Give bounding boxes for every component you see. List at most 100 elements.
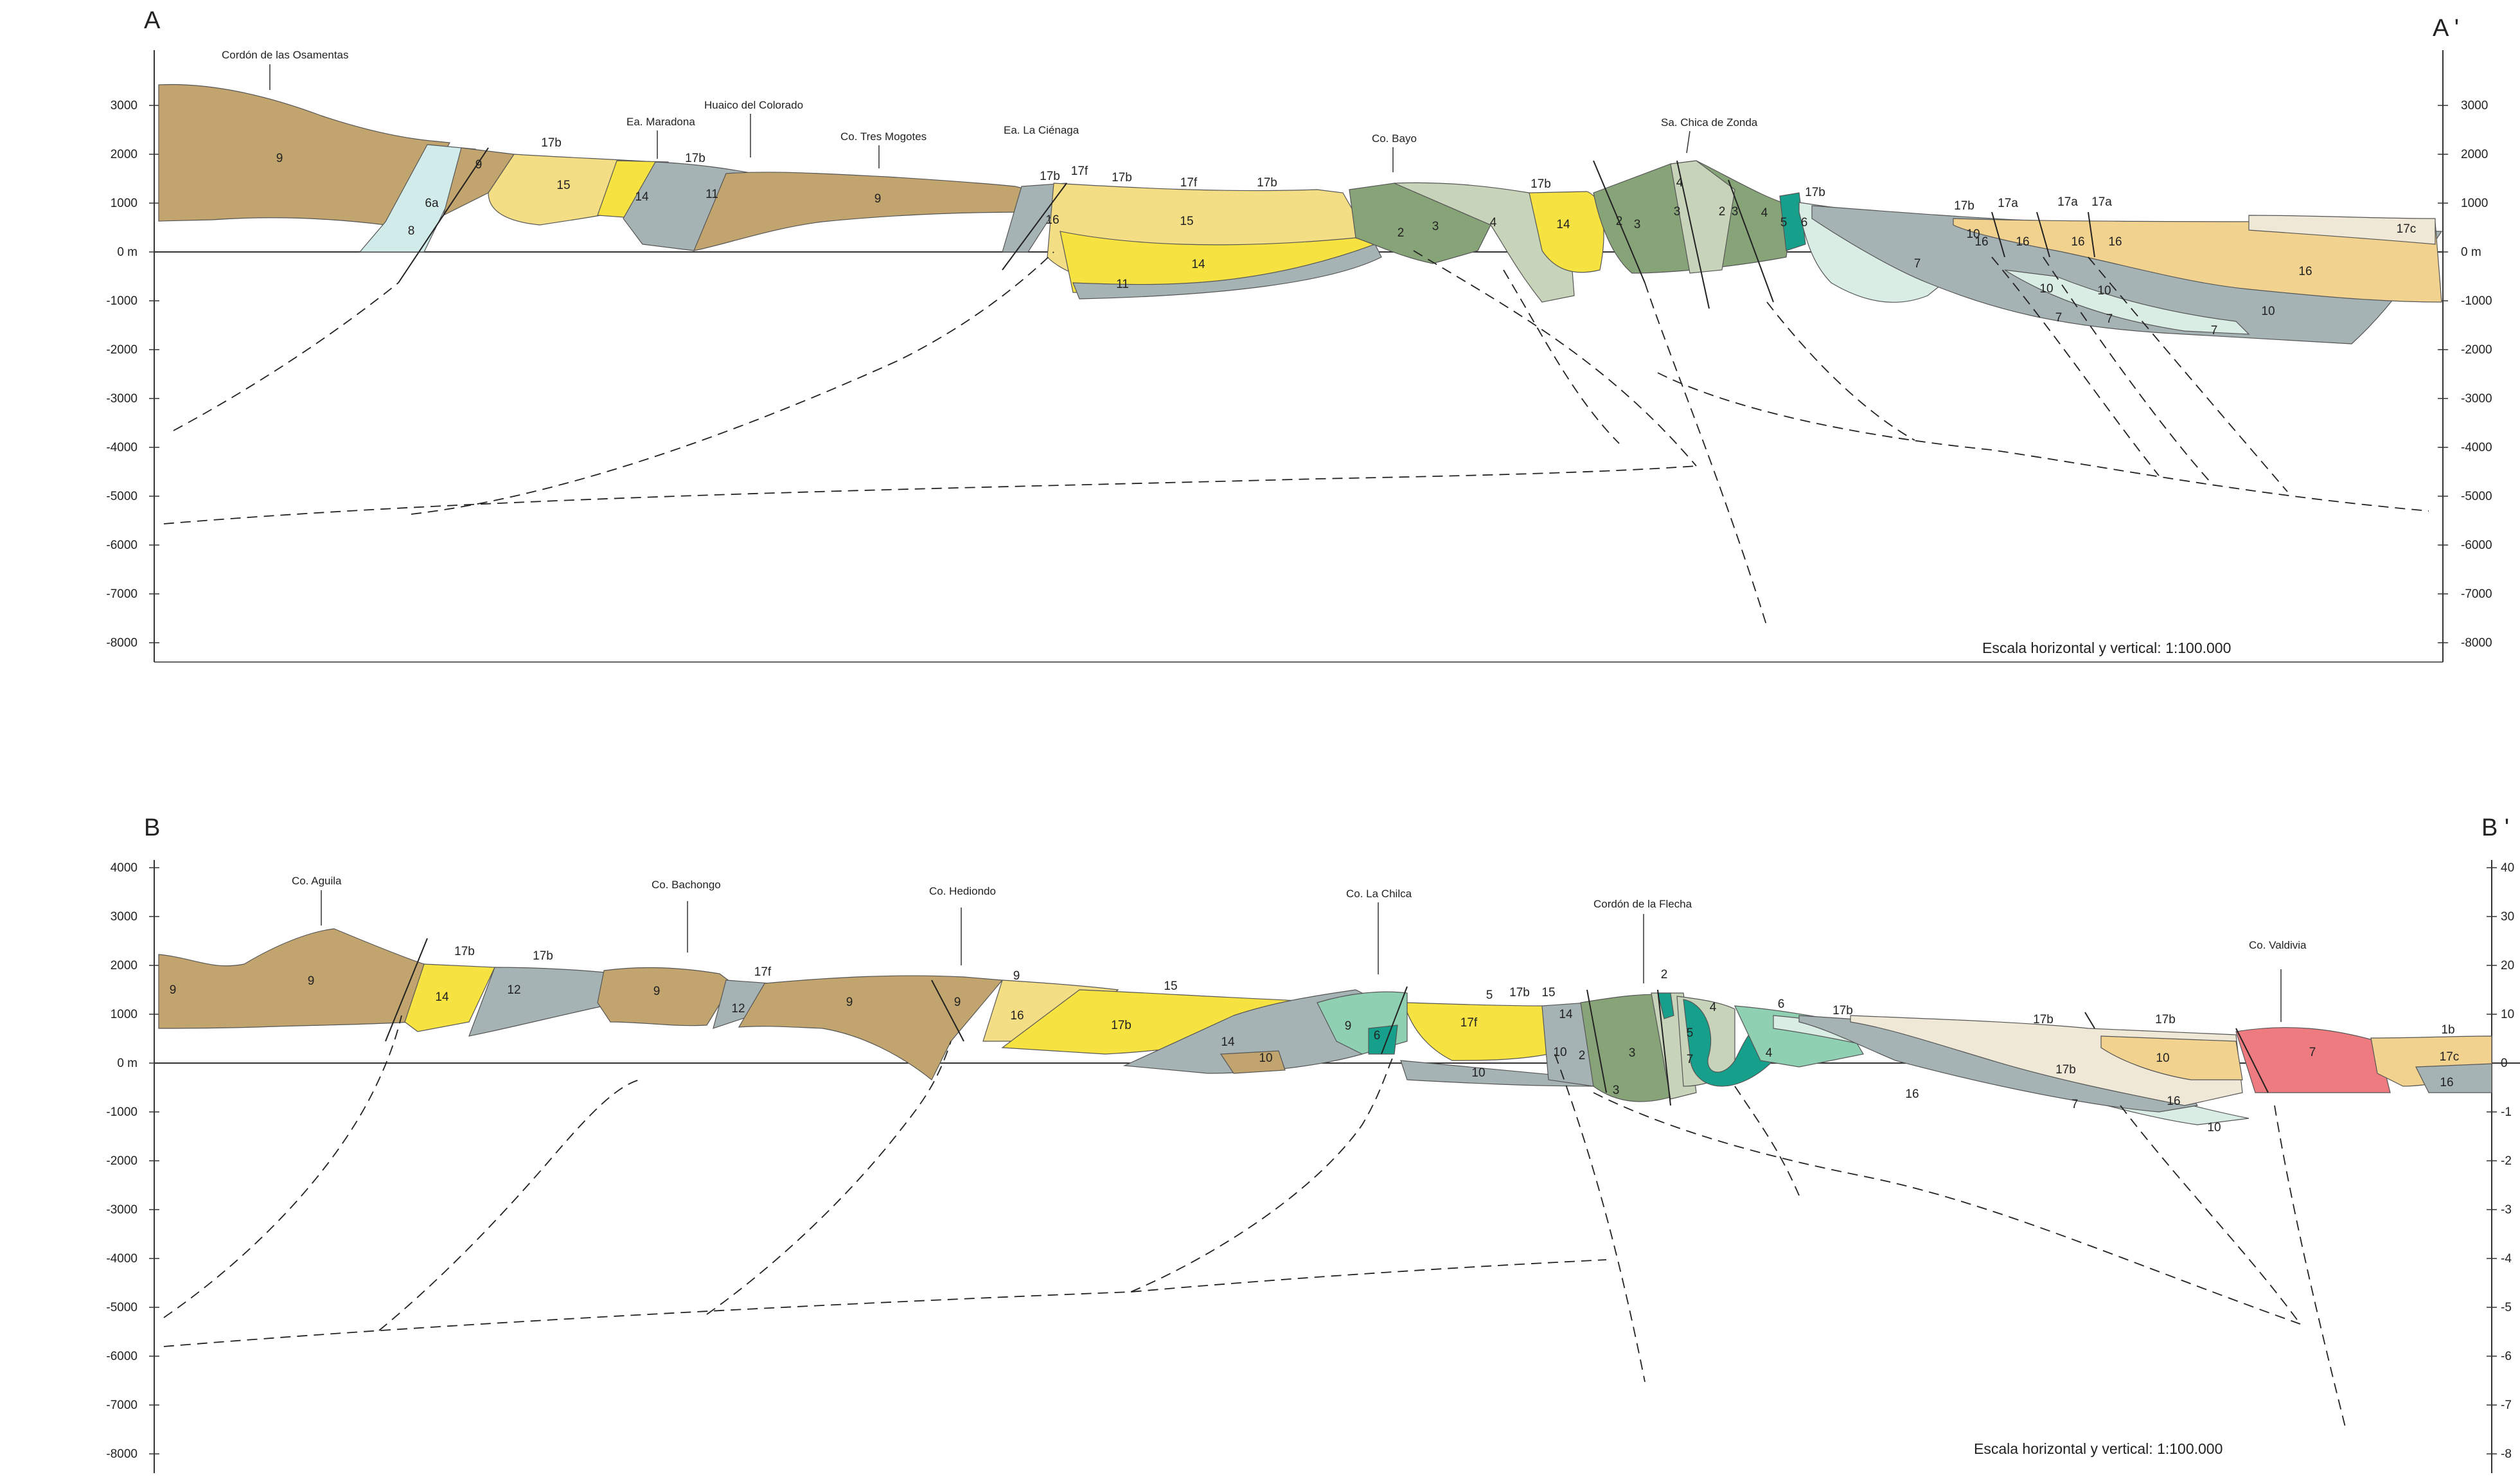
- fault-b9: [2274, 1105, 2346, 1428]
- section-b-left-tick-label: 0 m: [117, 1057, 138, 1070]
- unit-label: 16: [1905, 1088, 1919, 1101]
- unit-label: 2: [1616, 215, 1623, 228]
- section-b-right-tick-label: -2: [2501, 1154, 2512, 1168]
- unit-label: 9: [846, 996, 853, 1009]
- section-a-scale-note: Escala horizontal y vertical: 1:100.000: [1982, 640, 2231, 656]
- unit-label: 16: [2071, 235, 2084, 249]
- unit-label: 10: [2261, 305, 2275, 318]
- unit-label: 17b: [1832, 1004, 1853, 1017]
- unit-label: 14: [635, 190, 649, 204]
- unit-2-3-bayo: [1349, 183, 1491, 264]
- fault-b2: [378, 1079, 640, 1331]
- unit-label: 7: [1687, 1053, 1694, 1066]
- unit-label: 16: [1974, 235, 1988, 249]
- fault-b7: [1734, 1086, 1800, 1196]
- section-a-left-tick-label: -6000: [106, 539, 138, 552]
- unit-label: 7: [2309, 1046, 2316, 1059]
- unit-label: 15: [1164, 980, 1177, 993]
- unit-label: 11: [705, 188, 718, 201]
- unit-label: 10: [2156, 1052, 2169, 1065]
- unit-label: 10: [1553, 1046, 1566, 1059]
- unit-label: 17c: [2440, 1050, 2460, 1064]
- unit-label: 2: [1398, 226, 1405, 240]
- section-b-right-tick-label: -7: [2501, 1399, 2512, 1412]
- unit-label: 15: [556, 179, 570, 192]
- unit-label: 17f: [754, 965, 772, 979]
- unit-label: 15: [1180, 215, 1193, 228]
- unit-label: 17a: [1998, 197, 2018, 210]
- unit-label: 9: [653, 985, 661, 998]
- place-huaico-colorado: Huaico del Colorado: [704, 99, 803, 111]
- unit-label: 14: [1221, 1035, 1235, 1049]
- section-b-right-tick-label: 0: [2501, 1057, 2508, 1070]
- unit-label: 17f: [1071, 165, 1088, 178]
- section-a-left-tick-label: 0 m: [117, 246, 138, 259]
- section-a-left-tick-label: 2000: [111, 148, 138, 161]
- unit-label: 6: [1801, 216, 1808, 229]
- unit-label: 16: [2016, 235, 2029, 249]
- fault-b3: [706, 1041, 952, 1315]
- unit-label: 6: [1374, 1029, 1381, 1043]
- unit-16-tan-east: [1953, 218, 2442, 303]
- section-a-faults: [163, 250, 2429, 627]
- unit-label: 3: [1613, 1084, 1620, 1097]
- unit-label: 17b: [541, 136, 562, 150]
- unit-label: 2: [1579, 1049, 1586, 1062]
- unit-5-flecha: [1657, 992, 1674, 1019]
- unit-16-tan-b: [2100, 1035, 2243, 1080]
- section-b-left-tick-label: -2000: [106, 1154, 138, 1168]
- unit-label: 17b: [2055, 1063, 2076, 1077]
- unit-label: 8: [408, 224, 415, 238]
- unit-label: 17b: [1954, 199, 1974, 213]
- place-co-aguila: Co. Aguila: [292, 875, 342, 887]
- section-b-right-tick-label: 20: [2501, 959, 2514, 972]
- place-co-la-chilca: Co. La Chilca: [1346, 888, 1412, 900]
- section-b-end-label: B ': [2481, 814, 2509, 841]
- unit-label: 17b: [1111, 1019, 1131, 1032]
- unit-label: 10: [2097, 284, 2111, 298]
- section-b-left-tick-label: -3000: [106, 1203, 138, 1217]
- section-b-right-tick-label: 10: [2501, 1008, 2514, 1021]
- unit-label: 17b: [454, 945, 475, 958]
- section-b-left-tick-label: 1000: [111, 1008, 138, 1021]
- section-b-faults: [163, 1015, 2346, 1428]
- section-b-place-names: Co. Aguila Co. Bachongo Co. Hediondo Co.…: [292, 875, 2307, 1022]
- detachment-b: [163, 1259, 1607, 1347]
- unit-label: 17a: [2057, 195, 2078, 209]
- unit-4-zonda: [1670, 160, 1735, 274]
- fault-a4: [1503, 269, 1620, 444]
- unit-label: 1b: [2441, 1023, 2454, 1037]
- section-b-left-tick-label: 4000: [111, 861, 138, 875]
- section-a-end-label: A ': [2433, 15, 2459, 42]
- unit-9-tres-mogotes: [693, 172, 1042, 251]
- unit-label: 16: [2167, 1095, 2180, 1108]
- unit-label: 7: [2055, 311, 2063, 325]
- unit-12-bachongo-west: [468, 967, 617, 1037]
- place-co-valdivia: Co. Valdivia: [2249, 939, 2307, 951]
- section-a-right-tick-label: -1000: [2461, 294, 2492, 308]
- unit-label: 17b: [1531, 177, 1551, 191]
- fault-a7: [1766, 301, 1915, 441]
- place-co-hediondo: Co. Hediondo: [929, 885, 996, 897]
- unit-label: 6: [1778, 998, 1785, 1011]
- unit-9-bachongo: [597, 967, 733, 1026]
- section-b-left-tick-label: -8000: [106, 1447, 138, 1461]
- section-a-start-label: A: [144, 7, 161, 34]
- section-b-right-tick-label: -1: [2501, 1106, 2512, 1119]
- section-a-right-tick-label: -2000: [2461, 343, 2492, 357]
- unit-label: 2: [1661, 968, 1668, 981]
- unit-6a-8-block: [359, 144, 476, 253]
- unit-label: 16: [2108, 235, 2122, 249]
- unit-label: 17a: [2091, 195, 2112, 209]
- detachment-a: [163, 465, 1697, 524]
- unit-label: 9: [1013, 969, 1020, 983]
- unit-9-chilca-small: [1220, 1050, 1286, 1074]
- section-a-right-tick-label: 1000: [2461, 197, 2488, 210]
- unit-14-aguila: [404, 963, 495, 1032]
- section-a-left-tick-label: -2000: [106, 343, 138, 357]
- place-tres-mogotes: Co. Tres Mogotes: [840, 130, 927, 143]
- section-b-left-tick-label: -5000: [106, 1301, 138, 1314]
- unit-label: 9: [1345, 1019, 1352, 1033]
- fault-b6: [1593, 1092, 2301, 1325]
